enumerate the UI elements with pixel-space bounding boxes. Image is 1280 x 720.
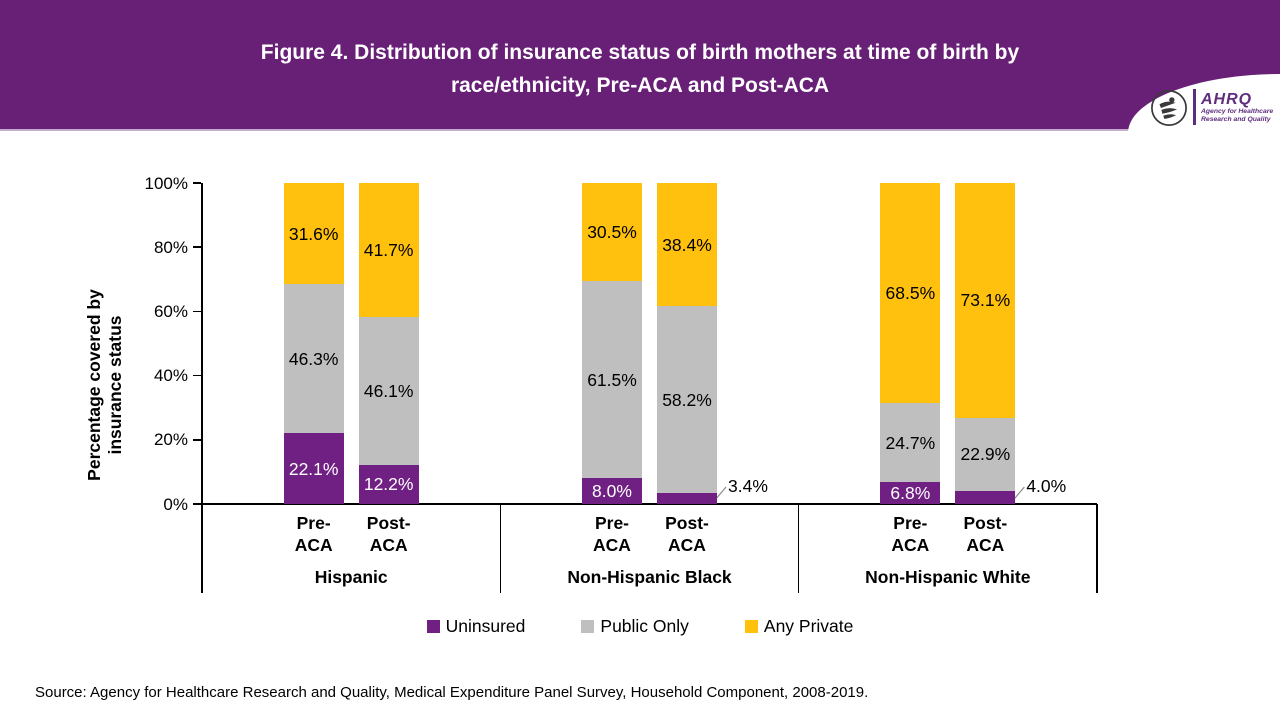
legend-label: Public Only [600, 616, 689, 636]
segment-label: 6.8% [890, 483, 931, 504]
header-banner: Figure 4. Distribution of insurance stat… [0, 0, 1280, 133]
bar-period-label: Post- ACA [642, 512, 732, 556]
logo-divider [1193, 88, 1196, 125]
y-tick-label: 100% [144, 173, 188, 193]
bar-segment-any-private [657, 183, 717, 307]
logo-text-block: AHRQ Agency for Healthcare Research and … [1201, 91, 1273, 124]
legend-swatch-icon [426, 620, 440, 633]
x-axis-line [201, 503, 1097, 505]
legend-label: Any Private [763, 616, 854, 636]
segment-label: 68.5% [885, 282, 936, 303]
bar-segment-uninsured [582, 478, 642, 504]
y-axis-tick [193, 310, 201, 313]
bar-period-label-line1: Post- [665, 513, 709, 533]
segment-label: 22.1% [288, 458, 339, 479]
bar-period-label: Post- ACA [940, 512, 1030, 556]
y-axis-line [201, 183, 203, 593]
y-axis-tick [193, 439, 201, 441]
segment-label: 58.2% [662, 389, 712, 410]
bar-segment-any-private [283, 183, 344, 285]
segment-label: 46.3% [288, 348, 339, 369]
group-label: Non-Hispanic White [865, 567, 1031, 587]
legend-item: Public Only [581, 616, 689, 637]
bar-segment-any-private [880, 183, 941, 403]
category-box-right-edge [1096, 504, 1098, 593]
y-tick-label: 80% [153, 237, 188, 257]
bar-segment-any-private [955, 183, 1016, 418]
bar-segment-uninsured [358, 464, 419, 504]
bar-segment-public-only [358, 316, 419, 465]
segment-label: 30.5% [587, 221, 637, 242]
legend-swatch-icon [744, 620, 758, 633]
segment-label: 38.4% [662, 234, 712, 255]
y-tick-label: 20% [153, 430, 188, 450]
ahrq-logo-text: AHRQ [1201, 91, 1253, 108]
group-label: Non-Hispanic Black [567, 567, 732, 587]
bar-period-label: Post- ACA [344, 512, 434, 556]
bar-period-label-line2: ACA [966, 535, 1005, 555]
segment-label: 8.0% [592, 481, 632, 502]
y-tick-label: 0% [163, 494, 188, 514]
bar-period-label-line2: ACA [294, 535, 333, 555]
callout-label: 4.0% [1026, 476, 1067, 496]
callout-label: 3.4% [728, 476, 768, 496]
bar-period-label-line1: Pre- [296, 513, 331, 533]
figure-title: Figure 4. Distribution of insurance stat… [0, 36, 1280, 102]
group-label: Hispanic [314, 567, 388, 587]
legend: Uninsured Public Only Any Private [0, 616, 1280, 637]
y-axis-title-line1: Percentage covered by [84, 289, 104, 481]
segment-label: 31.6% [288, 223, 339, 244]
bar-segment-public-only [582, 280, 642, 479]
logo-container: AHRQ Agency for Healthcare Research and … [1128, 74, 1280, 133]
bar-segment-public-only [283, 284, 344, 434]
segment-label: 61.5% [587, 369, 637, 390]
figure-title-line2: race/ethnicity, Pre-ACA and Post-ACA [450, 74, 830, 97]
legend-swatch-icon [581, 620, 595, 633]
legend-item: Any Private [744, 616, 854, 637]
segment-label: 73.1% [960, 290, 1011, 311]
segment-label: 22.9% [960, 444, 1011, 465]
bar-segment-uninsured [283, 433, 344, 504]
bar-segment-any-private [582, 183, 642, 281]
bar-period-label-line2: ACA [593, 535, 631, 555]
y-axis-tick [193, 246, 201, 248]
bar-segment-public-only [657, 306, 717, 494]
bar-segment-uninsured [657, 493, 717, 504]
y-tick-label: 40% [153, 366, 188, 386]
logo-tagline-line2: Research and Quality [1201, 116, 1271, 123]
bar-period-label: Pre- ACA [269, 512, 359, 556]
bar-period-label-line1: Pre- [594, 513, 630, 533]
y-axis-tick [193, 503, 201, 505]
bar-segment-public-only [955, 417, 1016, 492]
logo-tagline-line1: Agency for Healthcare [1201, 108, 1274, 115]
group-divider [499, 504, 502, 593]
bar-segment-any-private [358, 183, 419, 317]
bar-period-label-line2: ACA [891, 535, 930, 555]
bar-period-label: Pre- ACA [865, 512, 955, 556]
segment-label: 46.1% [363, 380, 414, 401]
segment-label: 12.2% [363, 474, 414, 495]
legend-label: Uninsured [445, 616, 526, 636]
bar-period-label-line1: Pre- [893, 513, 928, 533]
y-tick-label: 60% [153, 301, 188, 321]
bar-period-label-line1: Post- [366, 513, 411, 533]
bar-period-label-line1: Post- [963, 513, 1008, 533]
bar-period-label-line2: ACA [369, 535, 408, 555]
bar-segment-uninsured [955, 491, 1016, 504]
group-divider [797, 504, 800, 593]
bar-segment-uninsured [880, 482, 941, 504]
bar-period-label: Pre- ACA [567, 512, 657, 556]
legend-item: Uninsured [426, 616, 526, 637]
source-note: Source: Agency for Healthcare Research a… [35, 684, 869, 701]
segment-label: 24.7% [885, 432, 936, 453]
segment-label: 41.7% [363, 239, 414, 260]
y-axis-tick [193, 182, 201, 184]
bar-segment-public-only [880, 402, 941, 483]
figure-title-line1: Figure 4. Distribution of insurance stat… [260, 41, 1020, 64]
y-axis-tick [193, 374, 201, 377]
bar-period-label-line2: ACA [668, 535, 706, 555]
hhs-eagle-icon [1151, 89, 1187, 126]
